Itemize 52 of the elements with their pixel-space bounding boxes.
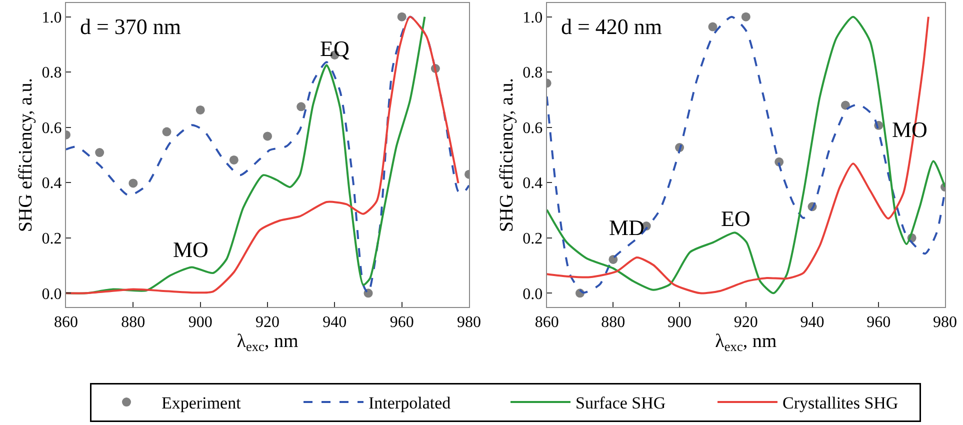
x-tick-label: 920: [734, 314, 758, 332]
y-tick-label: 1.0: [42, 9, 62, 26]
point: [296, 102, 306, 112]
point: [708, 22, 718, 32]
x-tick-label: 960: [866, 314, 891, 332]
x-tick-label: 980: [457, 314, 482, 332]
y-tick-label: 0.8: [522, 64, 543, 82]
y-tick-label: 0.6: [522, 120, 543, 137]
x-tick-label: 940: [800, 314, 824, 332]
x-axis-title: λ$_{exc}$, nm: [236, 331, 298, 354]
y-tick-label: 0.6: [42, 120, 62, 137]
annotation: EO: [721, 206, 750, 231]
x-tick-label: 900: [188, 314, 212, 332]
x-tick-label: 900: [668, 314, 692, 332]
annotation: MD: [609, 215, 644, 240]
annotation: d = 370 nm: [80, 14, 182, 39]
point: [196, 105, 205, 114]
point: [162, 127, 172, 136]
legend-label: Surface SHG: [576, 394, 666, 413]
point: [263, 132, 272, 141]
legend-label: Interpolated: [368, 394, 452, 413]
x-tick-label: 940: [322, 314, 347, 332]
y-tick-label: 0.0: [522, 286, 543, 303]
x-tick-label: 880: [601, 314, 626, 332]
point: [229, 155, 238, 164]
annotation: d = 420 nm: [561, 14, 662, 39]
y-tick-label: 0.8: [42, 64, 62, 82]
x-tick-label: 880: [121, 314, 146, 332]
annotation: EQ: [320, 36, 350, 61]
y-tick-label: 0.0: [42, 286, 62, 303]
y-tick-label: 0.4: [42, 175, 62, 192]
x-tick-label: 960: [390, 314, 414, 332]
point: [128, 178, 138, 188]
x-tick-label: 860: [54, 314, 78, 332]
point: [608, 254, 618, 264]
x-tick-label: 920: [256, 314, 280, 332]
x-tick-label: 980: [933, 314, 958, 332]
x-axis-title: λ$_{exc}$, nm: [715, 331, 777, 354]
point: [840, 100, 850, 110]
y-tick-label: 1.0: [522, 9, 543, 26]
y-tick-label: 0.2: [42, 230, 62, 248]
annotation: MO: [173, 237, 208, 262]
legend-label: Crystallites SHG: [782, 394, 898, 413]
x-tick-label: 860: [534, 314, 559, 332]
y-tick-label: 0.4: [522, 175, 543, 192]
y-axis-title: SHG efficiency, a.u.: [16, 78, 37, 232]
point: [397, 12, 406, 22]
legend-label: Experiment: [162, 394, 242, 413]
y-axis-title: SHG efficiency, a.u.: [496, 78, 518, 232]
point: [741, 12, 750, 22]
y-tick-label: 0.2: [522, 230, 543, 248]
point: [95, 148, 104, 158]
